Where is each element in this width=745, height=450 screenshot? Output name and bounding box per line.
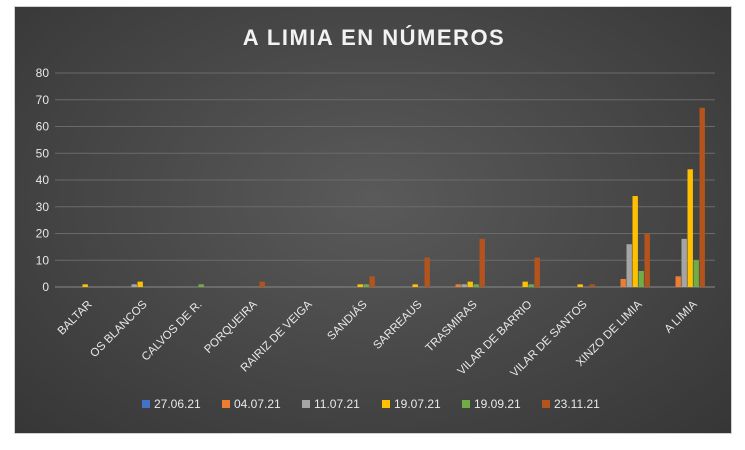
bar — [369, 276, 375, 287]
bar — [626, 244, 632, 287]
y-tick-label: 10 — [36, 253, 50, 267]
bar — [467, 281, 473, 287]
bar — [259, 281, 265, 287]
legend-swatch — [542, 400, 550, 408]
x-category-label: CALVOS DE R. — [140, 299, 205, 364]
x-category-label: SARREAUS — [371, 298, 424, 351]
bar — [638, 270, 644, 287]
bar — [644, 233, 650, 287]
legend-swatch — [302, 400, 310, 408]
bar — [357, 284, 363, 287]
bar — [82, 284, 88, 287]
chart-title: A LIMIA EN NÚMEROS — [243, 25, 505, 50]
y-tick-label: 20 — [36, 227, 50, 241]
legend-swatch — [222, 400, 230, 408]
bar — [363, 284, 369, 287]
bar — [424, 257, 430, 287]
bar — [461, 284, 467, 287]
legend-label: 27.06.21 — [154, 397, 201, 411]
legend-swatch — [382, 400, 390, 408]
legend-label: 23.11.21 — [554, 397, 600, 411]
bar-chart: A LIMIA EN NÚMEROS 0 10 20 30 40 50 60 70 80 BAL… — [36, 25, 715, 411]
bar — [675, 276, 681, 287]
bar — [577, 284, 583, 287]
bar — [589, 284, 595, 287]
x-category-label: PORQUEIRA — [202, 298, 260, 356]
bar — [473, 284, 479, 287]
y-tick-label: 70 — [36, 93, 50, 107]
bar — [198, 284, 204, 287]
bar — [528, 284, 534, 287]
bar — [479, 238, 485, 287]
chart-area: A LIMIA EN NÚMEROS 0 10 20 30 40 50 60 70 80 BAL… — [14, 6, 732, 434]
bar — [412, 284, 418, 287]
y-tick-label: 80 — [36, 66, 50, 80]
bar — [131, 284, 137, 287]
x-category-label: BALTAR — [56, 299, 95, 338]
x-category-label: SANDIÁS — [325, 298, 370, 343]
y-axis-ticks: 0 10 20 30 40 50 60 70 80 — [36, 66, 50, 294]
bar — [687, 169, 693, 287]
bar — [693, 260, 699, 287]
y-tick-label: 40 — [36, 173, 50, 187]
legend: 27.06.21 04.07.21 11.07.21 19.07.21 19.09.21… — [142, 397, 600, 411]
y-tick-label: 60 — [36, 120, 50, 134]
y-tick-label: 50 — [36, 146, 50, 160]
y-tick-label: 0 — [42, 280, 49, 294]
bar — [699, 107, 705, 288]
x-category-label: TRASMIRAS — [424, 298, 480, 354]
x-category-label: A LIMIA — [663, 298, 700, 335]
legend-label: 04.07.21 — [234, 397, 281, 411]
legend-swatch — [462, 400, 470, 408]
bar — [681, 238, 687, 287]
bar — [522, 281, 528, 287]
bar — [534, 257, 540, 287]
bar — [137, 281, 143, 287]
legend-label: 11.07.21 — [314, 397, 360, 411]
legend-label: 19.09.21 — [474, 397, 521, 411]
legend-swatch — [142, 400, 150, 408]
bar — [455, 284, 461, 287]
x-category-label: OS BLANCOS — [88, 298, 150, 360]
bar — [632, 196, 638, 287]
legend-label: 19.07.21 — [394, 397, 441, 411]
bars — [82, 107, 705, 288]
gridlines — [55, 72, 715, 288]
y-tick-label: 30 — [36, 200, 50, 214]
bar — [620, 278, 626, 287]
